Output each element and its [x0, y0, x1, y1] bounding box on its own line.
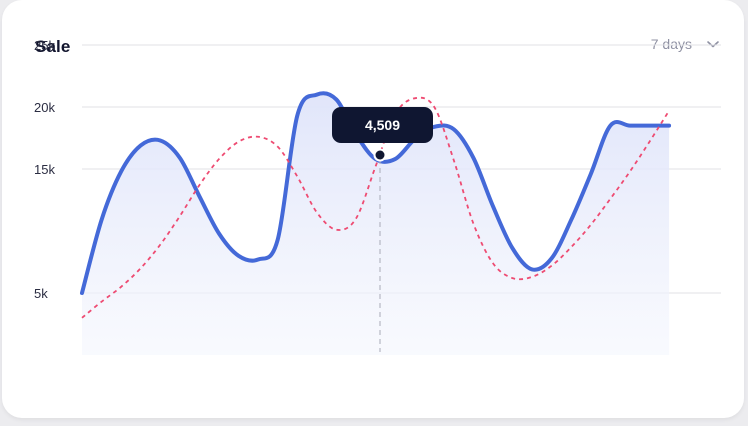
y-tick-label: 15k — [34, 162, 55, 177]
y-tick-label: 20k — [34, 100, 55, 115]
card-title: Sale — [35, 37, 71, 56]
period-select-value: 7 days — [650, 36, 692, 52]
highlight-point[interactable] — [375, 150, 385, 160]
chevron-down-icon — [707, 41, 719, 48]
value-tooltip: 4,509 — [332, 107, 433, 143]
period-select[interactable]: 7 days — [651, 36, 720, 52]
series-area — [82, 93, 670, 355]
series-line-primary — [80, 91, 672, 295]
y-tick-label: 5k — [34, 286, 48, 301]
y-tick-label: 25k — [34, 38, 55, 53]
